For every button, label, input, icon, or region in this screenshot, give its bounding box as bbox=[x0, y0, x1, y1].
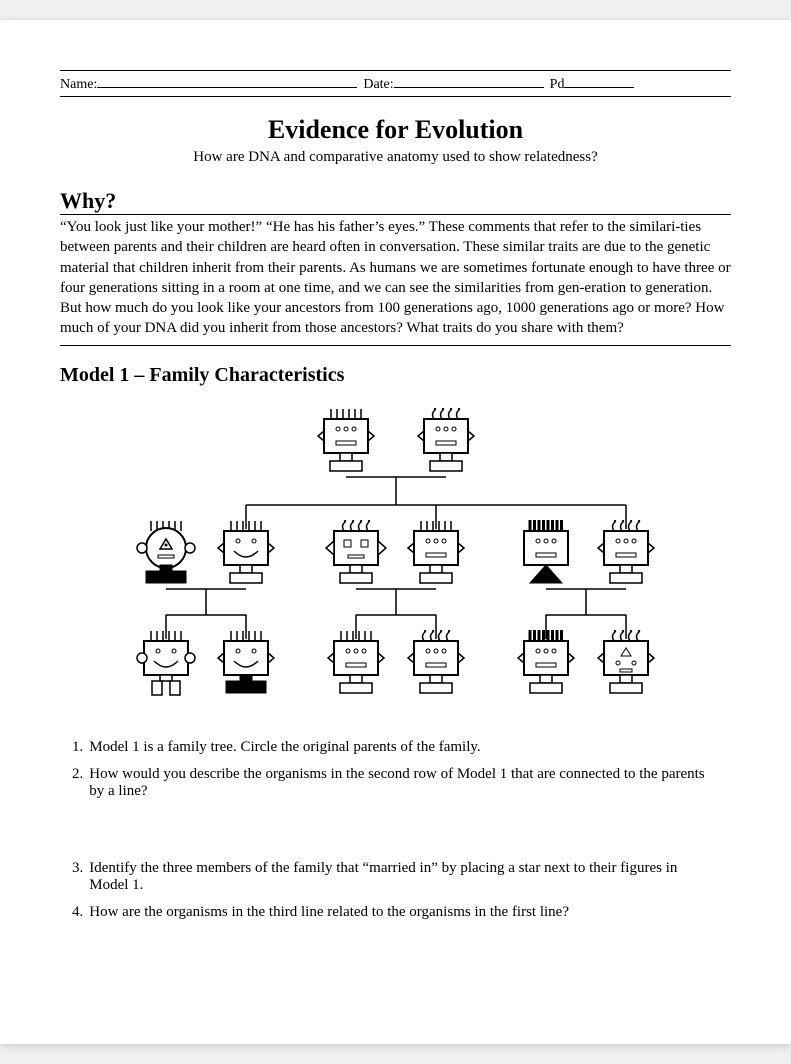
header-fields: Name: Date: Pd bbox=[60, 70, 731, 97]
question-number: 1. bbox=[72, 739, 83, 756]
questions-list: 1. Model 1 is a family tree. Circle the o… bbox=[60, 739, 731, 921]
question-text: Model 1 is a family tree. Circle the ori… bbox=[89, 739, 719, 756]
why-heading: Why? bbox=[60, 188, 731, 215]
name-label: Name: bbox=[60, 77, 97, 93]
question-number: 2. bbox=[72, 766, 83, 800]
question-text: How are the organisms in the third line … bbox=[89, 904, 719, 921]
why-paragraph: “You look just like your mother!” “He ha… bbox=[60, 217, 731, 346]
worksheet-page: Name: Date: Pd Evidence for Evolution Ho… bbox=[0, 20, 791, 1044]
date-blank[interactable] bbox=[394, 74, 544, 88]
question-text: How would you describe the organisms in … bbox=[89, 766, 719, 800]
question-text: Identify the three members of the family… bbox=[89, 860, 719, 894]
question-item: 1. Model 1 is a family tree. Circle the o… bbox=[72, 739, 719, 756]
question-item: 3.Identify the three members of the fami… bbox=[72, 860, 719, 894]
question-number: 3. bbox=[72, 860, 83, 894]
question-number: 4. bbox=[72, 904, 83, 921]
family-tree-svg bbox=[116, 399, 676, 719]
question-item: 2.How would you describe the organisms i… bbox=[72, 766, 719, 800]
date-label: Date: bbox=[363, 77, 393, 93]
name-blank[interactable] bbox=[97, 74, 357, 88]
model-1-heading: Model 1 – Family Characteristics bbox=[60, 364, 731, 387]
family-tree-diagram bbox=[60, 399, 731, 719]
question-item: 4. How are the organisms in the third lin… bbox=[72, 904, 719, 921]
pd-blank[interactable] bbox=[564, 74, 634, 88]
pd-label: Pd bbox=[550, 77, 565, 93]
page-title: Evidence for Evolution bbox=[60, 115, 731, 145]
page-subtitle: How are DNA and comparative anatomy used… bbox=[60, 149, 731, 166]
